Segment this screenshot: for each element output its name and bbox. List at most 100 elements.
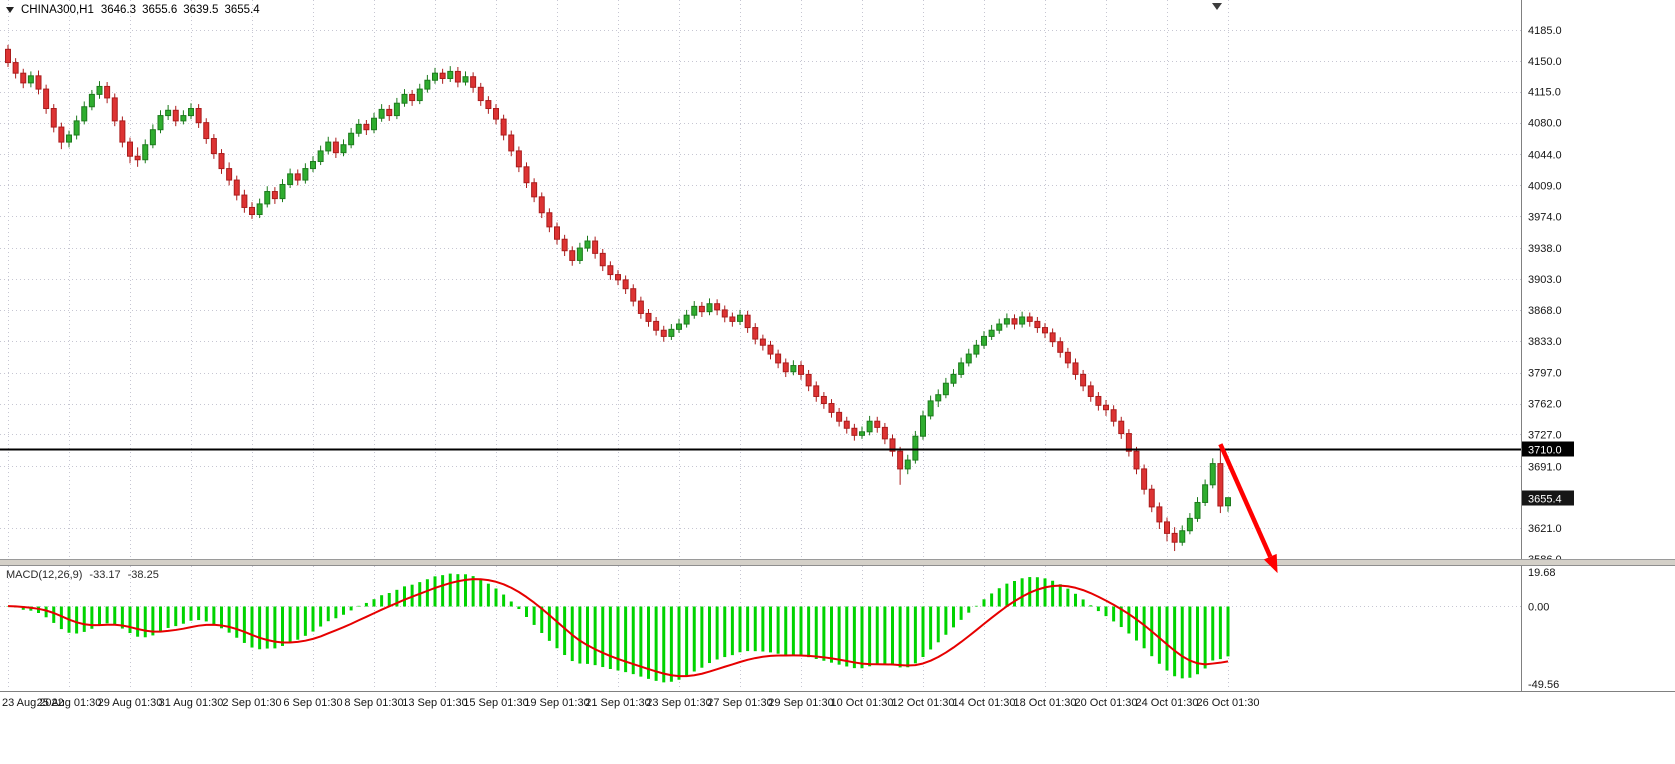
candle-bullish[interactable] bbox=[706, 303, 713, 313]
candle-bullish[interactable] bbox=[73, 120, 80, 136]
candle-bullish[interactable] bbox=[1179, 530, 1186, 543]
candle-bearish[interactable] bbox=[721, 309, 728, 318]
candle-bullish[interactable] bbox=[1186, 517, 1193, 532]
candle-bearish[interactable] bbox=[836, 411, 843, 422]
candle-bearish[interactable] bbox=[615, 274, 621, 281]
candle-bearish[interactable] bbox=[813, 385, 820, 397]
candle-bearish[interactable] bbox=[271, 191, 278, 200]
candle-bearish[interactable] bbox=[1049, 332, 1056, 343]
candle-bearish[interactable] bbox=[881, 426, 888, 440]
candle-bearish[interactable] bbox=[104, 85, 111, 99]
candle-bearish[interactable] bbox=[1064, 351, 1071, 364]
candle-bearish[interactable] bbox=[1133, 450, 1140, 470]
candle-bearish[interactable] bbox=[752, 327, 759, 340]
candle-bullish[interactable] bbox=[355, 123, 362, 134]
candle-bearish[interactable] bbox=[698, 305, 705, 313]
candle-bullish[interactable] bbox=[66, 134, 72, 143]
candle-bearish[interactable] bbox=[569, 250, 576, 261]
candle-bullish[interactable] bbox=[432, 72, 438, 81]
candle-bullish[interactable] bbox=[859, 431, 865, 436]
candle-bearish[interactable] bbox=[500, 118, 507, 136]
candle-bullish[interactable] bbox=[935, 394, 942, 402]
candle-bearish[interactable] bbox=[439, 72, 446, 79]
candle-bullish[interactable] bbox=[96, 85, 103, 95]
candle-bullish[interactable] bbox=[310, 161, 316, 170]
candle-bullish[interactable] bbox=[1209, 463, 1216, 486]
candle-bullish[interactable] bbox=[142, 144, 149, 161]
candle-bearish[interactable] bbox=[294, 173, 301, 181]
candle-bullish[interactable] bbox=[988, 329, 995, 337]
candle-bearish[interactable] bbox=[630, 288, 637, 302]
candle-bullish[interactable] bbox=[927, 400, 934, 417]
price-axis[interactable] bbox=[1521, 0, 1675, 691]
candle-bullish[interactable] bbox=[1019, 316, 1026, 325]
candle-bearish[interactable] bbox=[203, 122, 210, 140]
candle-bullish[interactable] bbox=[584, 240, 591, 249]
candle-bullish[interactable] bbox=[996, 323, 1003, 331]
candle-bearish[interactable] bbox=[249, 206, 255, 216]
candle-bullish[interactable] bbox=[393, 102, 400, 117]
candle-bullish[interactable] bbox=[149, 129, 156, 146]
candle-bullish[interactable] bbox=[424, 79, 431, 90]
candle-bearish[interactable] bbox=[538, 196, 545, 214]
candle-bullish[interactable] bbox=[447, 70, 454, 79]
candle-bearish[interactable] bbox=[1095, 395, 1102, 406]
candle-bearish[interactable] bbox=[172, 109, 179, 122]
candle-bearish[interactable] bbox=[20, 72, 27, 84]
candle-bullish[interactable] bbox=[378, 108, 385, 119]
candle-bearish[interactable] bbox=[1141, 468, 1148, 490]
candle-bearish[interactable] bbox=[218, 153, 225, 170]
candle-bearish[interactable] bbox=[119, 120, 126, 143]
candle-bearish[interactable] bbox=[1057, 341, 1064, 353]
candle-bearish[interactable] bbox=[554, 226, 560, 240]
candle-bearish[interactable] bbox=[523, 166, 530, 184]
candle-bearish[interactable] bbox=[477, 86, 484, 102]
panel-splitter[interactable] bbox=[0, 558, 1675, 567]
candle-bearish[interactable] bbox=[233, 179, 240, 196]
candle-bullish[interactable] bbox=[180, 115, 187, 122]
candle-bearish[interactable] bbox=[454, 70, 461, 83]
candle-bullish[interactable] bbox=[973, 344, 980, 355]
candle-bearish[interactable] bbox=[622, 279, 629, 290]
candle-bullish[interactable] bbox=[576, 247, 583, 261]
candle-bearish[interactable] bbox=[1087, 385, 1094, 397]
candle-bearish[interactable] bbox=[1011, 318, 1018, 325]
candle-bullish[interactable] bbox=[81, 106, 88, 122]
candle-bearish[interactable] bbox=[515, 150, 522, 168]
candle-bearish[interactable] bbox=[1156, 506, 1163, 523]
candle-bullish[interactable] bbox=[325, 141, 332, 152]
candle-bearish[interactable] bbox=[1171, 532, 1178, 543]
candle-bearish[interactable] bbox=[58, 126, 65, 143]
right-shift-marker-icon[interactable] bbox=[1212, 3, 1222, 10]
candle-bearish[interactable] bbox=[210, 138, 217, 155]
candle-bearish[interactable] bbox=[744, 314, 751, 329]
candle-bullish[interactable] bbox=[371, 117, 377, 131]
candle-bearish[interactable] bbox=[1034, 320, 1041, 329]
candle-bullish[interactable] bbox=[958, 362, 965, 375]
candle-bearish[interactable] bbox=[599, 252, 606, 267]
candle-bearish[interactable] bbox=[592, 240, 599, 254]
candle-bearish[interactable] bbox=[897, 450, 904, 470]
candle-bullish[interactable] bbox=[676, 323, 682, 330]
candle-bearish[interactable] bbox=[493, 108, 499, 120]
candle-bearish[interactable] bbox=[409, 93, 416, 102]
candle-bullish[interactable] bbox=[279, 183, 286, 200]
candle-bearish[interactable] bbox=[828, 403, 835, 413]
candle-bearish[interactable] bbox=[241, 194, 248, 208]
candle-bullish[interactable] bbox=[1003, 318, 1010, 325]
candle-bearish[interactable] bbox=[386, 108, 393, 117]
candle-bearish[interactable] bbox=[1072, 362, 1079, 375]
candle-bullish[interactable] bbox=[1225, 497, 1231, 507]
candle-bullish[interactable] bbox=[287, 173, 294, 185]
candle-bullish[interactable] bbox=[668, 328, 675, 337]
candle-bullish[interactable] bbox=[942, 382, 949, 396]
candle-bearish[interactable] bbox=[767, 344, 774, 355]
candle-bullish[interactable] bbox=[691, 305, 698, 316]
candle-bearish[interactable] bbox=[1080, 373, 1087, 387]
candle-bearish[interactable] bbox=[759, 338, 766, 346]
candle-bullish[interactable] bbox=[920, 415, 926, 437]
candle-bearish[interactable] bbox=[12, 62, 19, 74]
arrow-shaft[interactable] bbox=[1218, 443, 1273, 558]
candle-bearish[interactable] bbox=[1118, 420, 1125, 435]
